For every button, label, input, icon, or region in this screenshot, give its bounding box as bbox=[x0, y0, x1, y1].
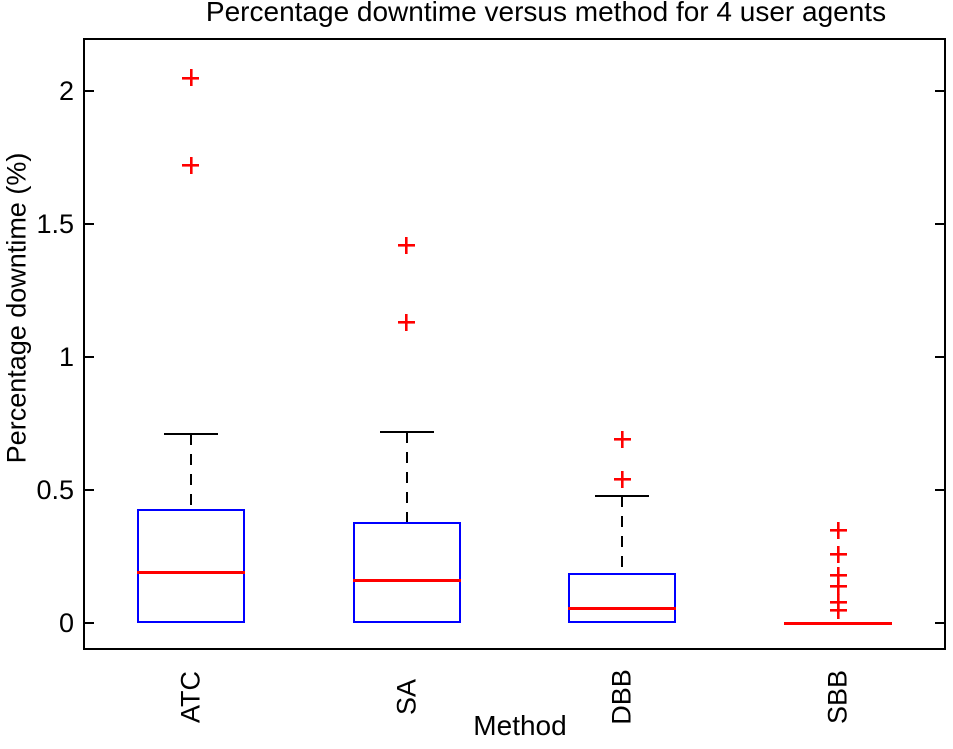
y-tick-label: 0.5 bbox=[36, 475, 74, 506]
x-axis-label: Method bbox=[473, 710, 567, 741]
chart-title: Percentage downtime versus method for 4 … bbox=[205, 0, 887, 27]
x-tick-label: SA bbox=[391, 678, 422, 716]
plot-area bbox=[83, 38, 946, 650]
x-tick-label: SBB bbox=[822, 669, 853, 725]
y-tick-label: 0 bbox=[58, 608, 74, 639]
y-tick-label: 2 bbox=[58, 76, 74, 107]
y-axis-label: Percentage downtime (%) bbox=[1, 152, 32, 464]
x-tick-label: DBB bbox=[606, 669, 637, 725]
x-tick-label: ATC bbox=[175, 671, 206, 723]
